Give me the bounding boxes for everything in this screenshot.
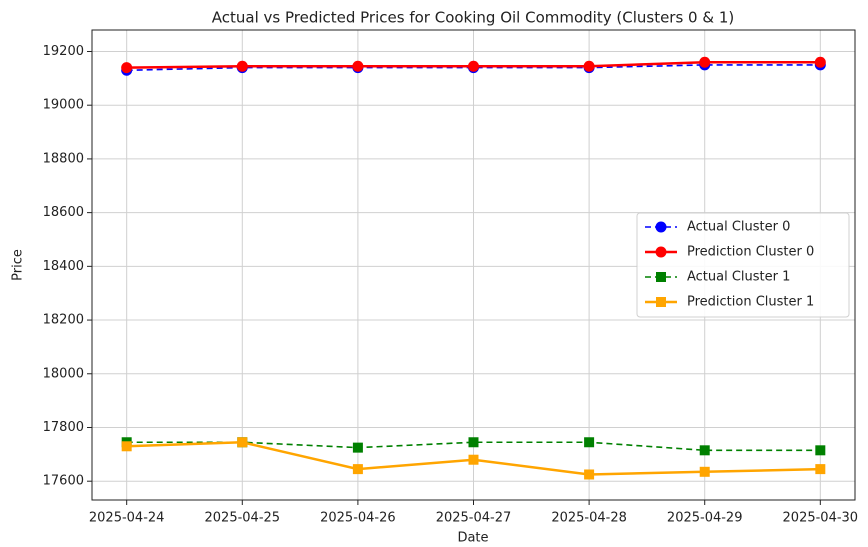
marker	[121, 441, 132, 452]
marker	[352, 464, 363, 475]
marker	[468, 60, 479, 72]
marker	[655, 221, 667, 233]
marker	[584, 437, 595, 448]
legend: Actual Cluster 0 Prediction Cluster 0 Actu…	[636, 212, 850, 318]
y-tick-label: 18000	[43, 366, 84, 381]
marker	[237, 437, 248, 448]
x-tick-label: 2025-04-30	[783, 511, 859, 526]
marker	[236, 60, 248, 72]
x-tick-label: 2025-04-27	[436, 511, 512, 526]
y-tick-label: 19200	[43, 44, 84, 59]
marker	[815, 445, 826, 456]
marker	[352, 442, 363, 453]
y-tick-label: 18200	[43, 313, 84, 328]
marker	[815, 464, 826, 475]
x-tick-label: 2025-04-29	[667, 511, 743, 526]
x-tick-label: 2025-04-26	[320, 511, 396, 526]
legend-label: Actual Cluster 1	[687, 270, 790, 285]
marker	[352, 60, 364, 72]
marker	[814, 56, 826, 68]
y-tick-label: 18600	[43, 205, 84, 220]
x-axis-label: Date	[457, 531, 488, 546]
marker	[121, 62, 133, 74]
plot-frame	[91, 29, 856, 501]
y-axis-label: Price	[11, 249, 26, 281]
legend-box	[636, 212, 850, 318]
marker	[699, 56, 711, 68]
x-tick-label: 2025-04-25	[205, 511, 281, 526]
x-tick-label: 2025-04-28	[551, 511, 627, 526]
y-tick-label: 18800	[43, 151, 84, 166]
y-tick-label: 18400	[43, 259, 84, 274]
legend-label: Prediction Cluster 1	[687, 295, 814, 310]
marker	[656, 297, 666, 307]
x-tick-label: 2025-04-24	[89, 511, 165, 526]
marker	[468, 454, 479, 465]
marker	[699, 466, 710, 477]
marker	[583, 60, 595, 72]
marker	[656, 272, 666, 282]
marker	[699, 445, 710, 456]
marker	[468, 437, 479, 448]
legend-label: Prediction Cluster 0	[687, 245, 814, 260]
legend-label: Actual Cluster 0	[687, 220, 790, 235]
y-tick-label: 17800	[43, 420, 84, 435]
y-tick-label: 17600	[43, 474, 84, 489]
marker	[584, 469, 595, 480]
y-tick-label: 19000	[43, 98, 84, 113]
chart-title: Actual vs Predicted Prices for Cooking O…	[212, 9, 734, 27]
marker	[655, 246, 667, 258]
